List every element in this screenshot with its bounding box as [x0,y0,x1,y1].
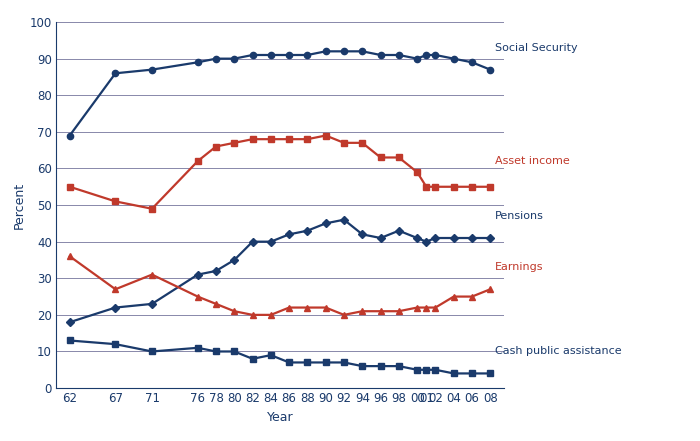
Text: Asset income: Asset income [495,156,570,166]
Text: Social Security: Social Security [495,43,578,52]
Text: Pensions: Pensions [495,211,544,221]
X-axis label: Year: Year [267,411,293,424]
Y-axis label: Percent: Percent [13,182,25,228]
Text: Cash public assistance: Cash public assistance [495,347,622,356]
Text: Earnings: Earnings [495,262,543,272]
